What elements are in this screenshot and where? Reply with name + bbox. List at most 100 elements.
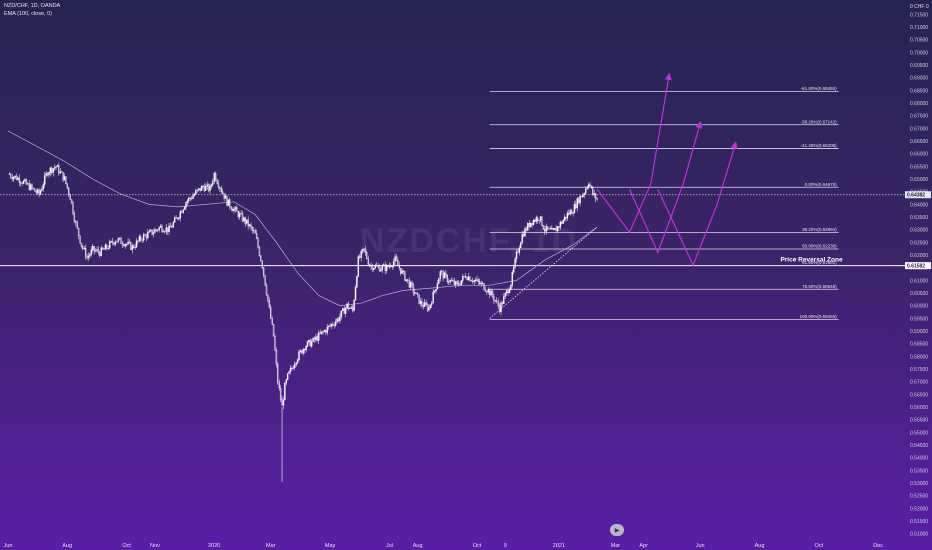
candle xyxy=(577,198,580,204)
candle xyxy=(398,264,400,269)
candle xyxy=(240,213,242,215)
candle xyxy=(452,280,454,282)
x-tick-label: Dec xyxy=(873,543,883,549)
candle xyxy=(125,243,128,245)
candle xyxy=(24,179,26,182)
symbol-info[interactable]: NZD/CHF, 1D, OANDA xyxy=(4,3,61,9)
candle xyxy=(473,280,475,283)
candle xyxy=(572,212,574,214)
candle xyxy=(289,367,292,372)
candle xyxy=(130,242,132,250)
candle xyxy=(494,300,497,302)
candle xyxy=(464,276,467,278)
candle xyxy=(200,186,203,191)
candle xyxy=(449,280,451,283)
candle xyxy=(12,177,15,180)
y-tick-label: 0.62000 xyxy=(910,253,928,259)
candle xyxy=(402,270,405,272)
candle xyxy=(565,216,567,219)
x-tick-label: Oct xyxy=(473,543,482,549)
y-tick-label: 0.57000 xyxy=(910,380,928,386)
candle xyxy=(100,247,102,257)
candle xyxy=(210,184,213,187)
candle xyxy=(213,173,215,182)
candle xyxy=(92,246,94,250)
candle xyxy=(435,288,437,291)
candle xyxy=(359,256,361,258)
y-tick-label: 0.68000 xyxy=(910,101,928,107)
candle xyxy=(109,241,111,249)
candle xyxy=(380,269,382,272)
fib-level-label: -21.40%(0.66208) xyxy=(801,143,838,148)
candle xyxy=(161,225,163,232)
replay-icon[interactable]: ▶ xyxy=(610,524,624,536)
candle xyxy=(551,228,553,230)
candle xyxy=(414,292,416,294)
candle xyxy=(138,236,141,242)
candle xyxy=(453,280,456,285)
candle xyxy=(117,238,119,242)
candle xyxy=(193,194,196,196)
candle xyxy=(157,229,159,231)
candle xyxy=(371,265,374,270)
candle xyxy=(172,222,174,228)
candle xyxy=(313,337,316,340)
candle xyxy=(416,292,419,295)
y-tick-label: 0.60000 xyxy=(910,304,928,310)
candle xyxy=(198,188,200,191)
candle xyxy=(255,233,258,239)
candle xyxy=(59,171,61,174)
candle xyxy=(171,226,173,228)
candle xyxy=(476,279,478,281)
candle xyxy=(229,199,231,208)
candle xyxy=(63,176,66,181)
symbol-watermark: NZDCHF, 1D xyxy=(360,222,579,260)
candle xyxy=(36,189,39,193)
y-tick-label: 0.59000 xyxy=(910,329,928,335)
candle xyxy=(524,228,526,237)
candle xyxy=(378,266,381,272)
candle xyxy=(154,229,156,233)
candle xyxy=(27,183,29,185)
candle xyxy=(387,265,389,267)
candle xyxy=(493,296,495,301)
ema-legend[interactable]: EMA (100, close, 0) xyxy=(4,11,52,17)
candle xyxy=(65,176,67,184)
candle xyxy=(29,184,32,190)
ema-line xyxy=(7,130,598,307)
candle xyxy=(41,188,43,191)
candle xyxy=(199,188,201,191)
candle xyxy=(188,197,190,202)
candle xyxy=(277,364,279,383)
candle xyxy=(73,213,76,222)
candle xyxy=(55,166,57,168)
candle xyxy=(575,204,577,209)
candle xyxy=(31,184,33,189)
candle xyxy=(169,225,172,228)
candle xyxy=(303,348,306,351)
candle xyxy=(89,254,91,257)
candle xyxy=(322,331,324,333)
candle xyxy=(275,350,278,365)
candle xyxy=(216,180,218,184)
candle xyxy=(510,284,512,290)
candle xyxy=(511,272,513,286)
fib-level-label: -61.80%(0.68455) xyxy=(801,86,838,91)
y-tick-label: 0.54000 xyxy=(910,456,928,462)
candle xyxy=(422,305,425,307)
candle xyxy=(166,227,169,232)
candle xyxy=(327,325,330,328)
candle xyxy=(137,240,139,242)
candle xyxy=(253,230,255,231)
candle xyxy=(318,332,320,341)
candle xyxy=(558,226,560,228)
candle xyxy=(500,302,502,313)
y-tick-label: 0.63500 xyxy=(910,215,928,221)
candle xyxy=(397,260,399,266)
y-tick-label: 0.58500 xyxy=(910,342,928,348)
candle xyxy=(155,229,158,231)
candle xyxy=(354,287,357,301)
candle xyxy=(308,339,310,342)
